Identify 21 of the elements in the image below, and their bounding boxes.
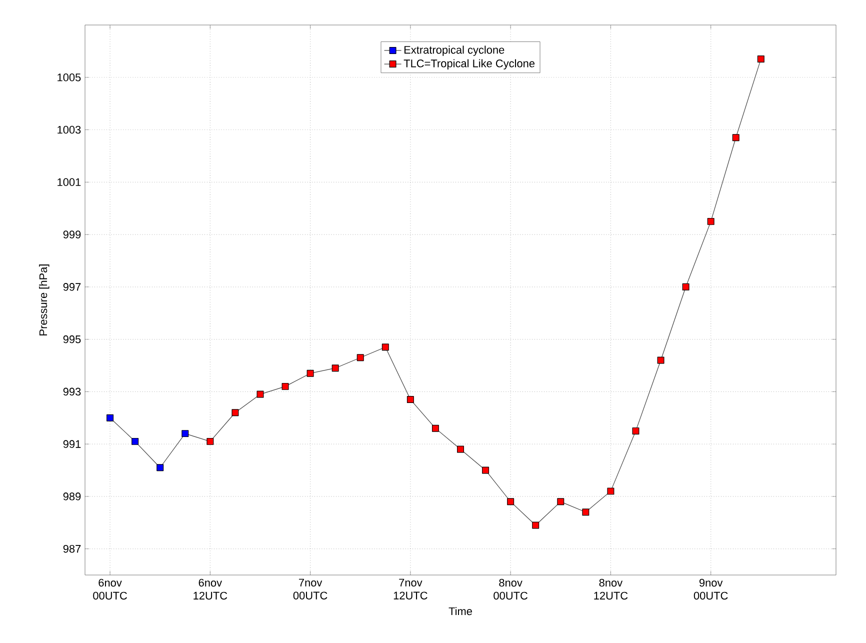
x-tick-label: 9nov 00UTC [694,578,728,600]
x-tick-label: 6nov 00UTC [93,578,127,600]
y-axis-title: Pressure [hPa] [39,264,50,336]
y-tick-label: 987 [63,544,81,553]
y-tick-label: 995 [63,335,81,344]
x-tick-label: 7nov 12UTC [394,578,428,600]
y-tick-label: 999 [63,230,81,238]
y-tick-label: 993 [63,388,81,396]
x-tick-label: 6nov 12UTC [194,578,228,600]
y-tick-label: 997 [63,283,81,291]
y-tick-label: 1005 [58,74,81,82]
y-tick-label: 1003 [58,126,81,134]
y-tick-label: 1001 [58,178,81,186]
x-axis-title: Time [448,607,472,616]
x-tick-label: 7nov 00UTC [293,578,328,600]
x-tick-label: 8nov 12UTC [594,578,628,600]
legend-label: TLC=Tropical Like Cyclone [404,59,535,70]
y-tick-label: 989 [63,492,81,500]
legend-label: Extratropical cyclone [404,46,504,56]
x-tick-label: 8nov 00UTC [494,578,528,600]
y-tick-label: 991 [63,440,81,448]
